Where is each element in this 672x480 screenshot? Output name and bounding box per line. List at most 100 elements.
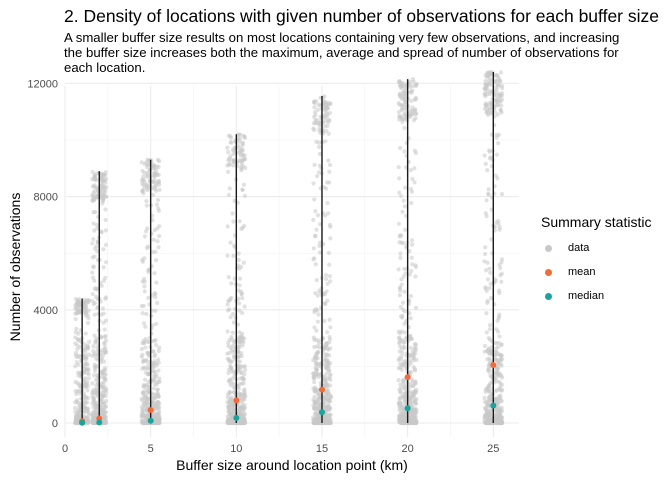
- data-point: [231, 381, 236, 387]
- data-point: [397, 190, 402, 195]
- data-point: [99, 229, 104, 234]
- data-point: [139, 160, 144, 165]
- data-point: [146, 269, 151, 275]
- data-point: [493, 89, 498, 95]
- data-point: [483, 252, 488, 257]
- data-point: [95, 372, 100, 378]
- data-point: [488, 296, 494, 301]
- data-point: [493, 173, 498, 178]
- data-point: [402, 204, 407, 209]
- data-point: [323, 406, 329, 411]
- data-point: [317, 121, 323, 126]
- data-point: [413, 381, 418, 386]
- data-point: [399, 240, 404, 245]
- data-point: [75, 343, 80, 348]
- data-point: [324, 186, 329, 191]
- data-point: [239, 396, 245, 401]
- data-point: [487, 148, 492, 153]
- data-point: [403, 227, 408, 232]
- data-point: [482, 153, 487, 158]
- data-point: [237, 334, 242, 340]
- data-point: [100, 194, 105, 200]
- data-point: [241, 381, 246, 386]
- data-point: [396, 378, 401, 383]
- data-point: [237, 219, 242, 224]
- data-point: [140, 279, 145, 284]
- data-point: [99, 171, 105, 176]
- data-point: [398, 331, 403, 336]
- data-point: [317, 124, 322, 129]
- data-point: [397, 176, 402, 181]
- data-point: [404, 266, 410, 271]
- data-point: [407, 249, 412, 254]
- data-point: [396, 335, 402, 340]
- data-point: [91, 420, 96, 425]
- data-point: [227, 389, 232, 395]
- data-point: [152, 358, 157, 364]
- data-point: [84, 353, 89, 359]
- data-point: [413, 397, 418, 402]
- data-point: [143, 370, 148, 375]
- x-tick-label: 0: [62, 443, 68, 455]
- data-point: [484, 288, 489, 293]
- data-point: [151, 164, 156, 169]
- data-point: [153, 249, 158, 255]
- data-point: [155, 239, 160, 244]
- x-axis-title: Buffer size around location point (km): [176, 457, 408, 473]
- data-point: [230, 330, 235, 335]
- data-point: [483, 420, 489, 426]
- data-point: [326, 347, 331, 352]
- data-point: [242, 193, 248, 198]
- data-point: [327, 262, 332, 267]
- data-point: [499, 93, 504, 98]
- data-point: [497, 98, 503, 103]
- data-point: [484, 74, 489, 79]
- data-point: [91, 197, 96, 202]
- data-point: [412, 391, 417, 397]
- data-point: [73, 405, 78, 411]
- y-axis-ticks: 0 4000 8000 12000: [27, 78, 58, 430]
- data-point: [407, 272, 412, 277]
- data-point: [236, 257, 241, 263]
- data-point: [402, 125, 407, 131]
- data-point: [85, 343, 90, 348]
- data-point: [483, 85, 488, 90]
- data-point: [413, 305, 419, 310]
- data-point: [95, 226, 100, 231]
- data-point: [156, 420, 161, 426]
- data-point: [483, 285, 488, 290]
- data-point: [142, 377, 148, 382]
- data-point: [241, 182, 247, 187]
- data-point: [103, 207, 108, 212]
- data-point: [229, 140, 234, 145]
- data-point: [157, 376, 162, 381]
- data-point: [156, 164, 161, 169]
- data-point: [396, 221, 402, 226]
- data-point: [228, 398, 233, 404]
- data-point: [143, 229, 149, 234]
- data-point: [93, 356, 99, 361]
- data-point: [324, 371, 329, 376]
- y-axis-title: Number of observations: [7, 193, 23, 342]
- data-point: [101, 359, 107, 364]
- data-point: [499, 260, 504, 265]
- data-point: [402, 386, 407, 391]
- data-point: [100, 348, 105, 353]
- x-axis-ticks: 0 5 10 15 20 25: [62, 443, 499, 455]
- data-point: [402, 289, 407, 294]
- x-tick-label: 10: [230, 443, 242, 455]
- data-point: [225, 145, 230, 150]
- data-point: [326, 402, 331, 408]
- data-point: [498, 412, 503, 417]
- data-point: [102, 414, 107, 419]
- data-point: [324, 273, 329, 278]
- data-point: [231, 219, 236, 224]
- data-point: [145, 397, 150, 402]
- data-point: [101, 390, 106, 395]
- data-point: [83, 310, 88, 315]
- data-point: [325, 281, 330, 286]
- data-point: [496, 316, 501, 321]
- data-point: [313, 262, 318, 267]
- x-tick-label: 20: [402, 443, 414, 455]
- data-point: [84, 361, 90, 367]
